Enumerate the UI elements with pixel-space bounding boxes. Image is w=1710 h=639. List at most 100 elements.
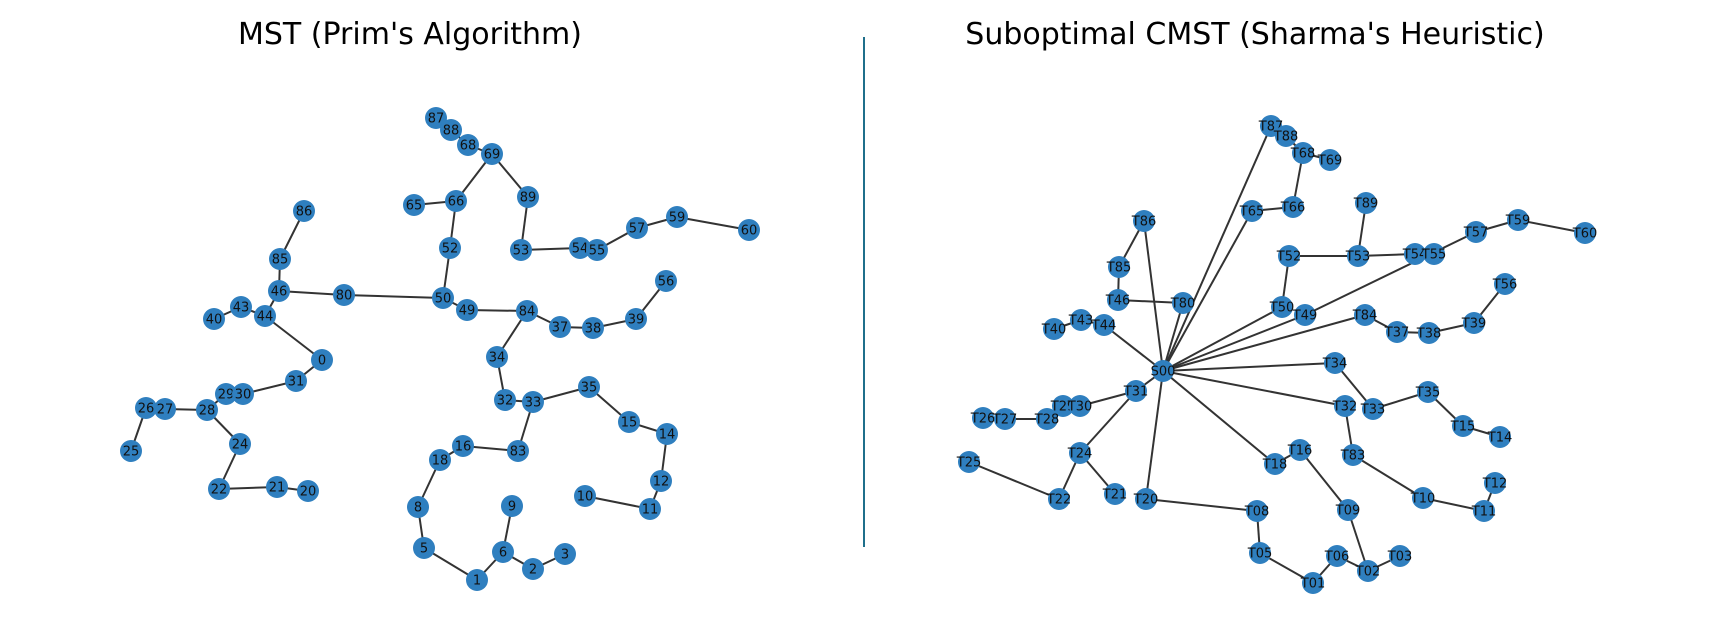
node-circle: [154, 398, 176, 420]
node-label: 34: [489, 351, 506, 366]
node-circle: [1108, 256, 1130, 278]
node-label: 28: [199, 404, 216, 419]
node-label: S00: [1151, 365, 1176, 380]
graph-node: 20: [297, 480, 319, 502]
graph-node: 14: [656, 423, 678, 445]
graph-node: 87: [425, 107, 447, 129]
graph-node: T10: [1410, 487, 1435, 509]
node-label: T60: [1572, 227, 1597, 242]
graph-node: T11: [1471, 500, 1496, 522]
graph-edge: [1162, 314, 1366, 372]
node-label: 54: [572, 242, 589, 257]
node-circle: [1484, 472, 1506, 494]
node-circle: [516, 300, 538, 322]
node-circle: [549, 316, 571, 338]
graph-node: 46: [268, 280, 290, 302]
node-circle: [618, 411, 640, 433]
graph-node: 55: [586, 239, 608, 261]
graph-node: 24: [229, 433, 251, 455]
node-label: 60: [741, 224, 758, 239]
graph-node: T22: [1046, 488, 1071, 510]
graph-node: T39: [1461, 312, 1486, 334]
node-circle: [452, 435, 474, 457]
node-label: T21: [1102, 488, 1127, 503]
node-circle: [650, 470, 672, 492]
graph-edge: [1162, 125, 1272, 372]
node-label: 38: [585, 322, 602, 337]
node-circle: [293, 200, 315, 222]
node-label: 20: [300, 485, 317, 500]
node-label: 39: [628, 313, 645, 328]
node-circle: [1264, 453, 1286, 475]
node-label: T89: [1353, 197, 1378, 212]
graph-node: T01: [1300, 572, 1325, 594]
graph-edge: [1162, 370, 1276, 465]
node-label: T28: [1034, 413, 1059, 428]
graph-node: T30: [1067, 395, 1092, 417]
node-label: T20: [1133, 493, 1158, 508]
graph-node: 53: [510, 239, 532, 261]
graph-node: T46: [1105, 289, 1130, 311]
left-panel-title: MST (Prim's Algorithm): [238, 17, 582, 52]
node-label: 53: [513, 244, 530, 259]
node-circle: [440, 119, 462, 141]
node-circle: [1574, 222, 1596, 244]
graph-node: T32: [1332, 395, 1357, 417]
node-circle: [1052, 395, 1074, 417]
graph-node: T14: [1487, 426, 1512, 448]
node-circle: [1104, 483, 1126, 505]
node-circle: [1489, 426, 1511, 448]
node-label: T37: [1384, 326, 1409, 341]
node-label: T10: [1410, 492, 1435, 507]
node-label: 15: [621, 416, 638, 431]
graph-node: T37: [1384, 321, 1409, 343]
graph-node: 44: [254, 305, 276, 327]
node-circle: [425, 107, 447, 129]
graph-node: 11: [639, 498, 661, 520]
node-circle: [269, 248, 291, 270]
node-circle: [1412, 487, 1434, 509]
node-circle: [466, 569, 488, 591]
node-label: 5: [420, 542, 428, 557]
node-circle: [439, 237, 461, 259]
graph-node: T84: [1352, 304, 1377, 326]
graph-node: T15: [1450, 415, 1475, 437]
node-label: T29: [1050, 400, 1075, 415]
graph-edge: [1143, 220, 1164, 372]
graph-node: 33: [522, 391, 544, 413]
node-circle: [1386, 321, 1408, 343]
node-circle: [1342, 444, 1364, 466]
node-circle: [456, 299, 478, 321]
node-label: 85: [272, 253, 289, 268]
node-circle: [1070, 309, 1092, 331]
node-label: T08: [1244, 505, 1269, 520]
graph-node: T49: [1292, 304, 1317, 326]
graph-node: 27: [154, 398, 176, 420]
graph-node: 10: [574, 485, 596, 507]
graph-node: 22: [208, 478, 230, 500]
graph-node: T09: [1335, 499, 1360, 521]
node-label: T15: [1450, 420, 1475, 435]
graph-node: T55: [1421, 243, 1446, 265]
graph-edge: [1162, 302, 1184, 372]
node-circle: [413, 537, 435, 559]
node-circle: [507, 440, 529, 462]
node-circle: [232, 383, 254, 405]
node-circle: [1275, 125, 1297, 147]
graph-node: T69: [1317, 149, 1342, 171]
node-circle: [1423, 243, 1445, 265]
node-label: 56: [658, 275, 675, 290]
node-label: T32: [1332, 400, 1357, 415]
graph-node: 16: [452, 435, 474, 457]
node-circle: [120, 440, 142, 462]
graph-node: T29: [1050, 395, 1075, 417]
node-label: T66: [1280, 201, 1305, 216]
graph-node: T80: [1170, 292, 1195, 314]
node-label: 57: [629, 222, 646, 237]
node-label: 6: [499, 546, 507, 561]
graph-node: T65: [1239, 200, 1264, 222]
node-circle: [738, 219, 760, 241]
node-circle: [574, 485, 596, 507]
node-circle: [1494, 273, 1516, 295]
node-label: T50: [1269, 301, 1294, 316]
